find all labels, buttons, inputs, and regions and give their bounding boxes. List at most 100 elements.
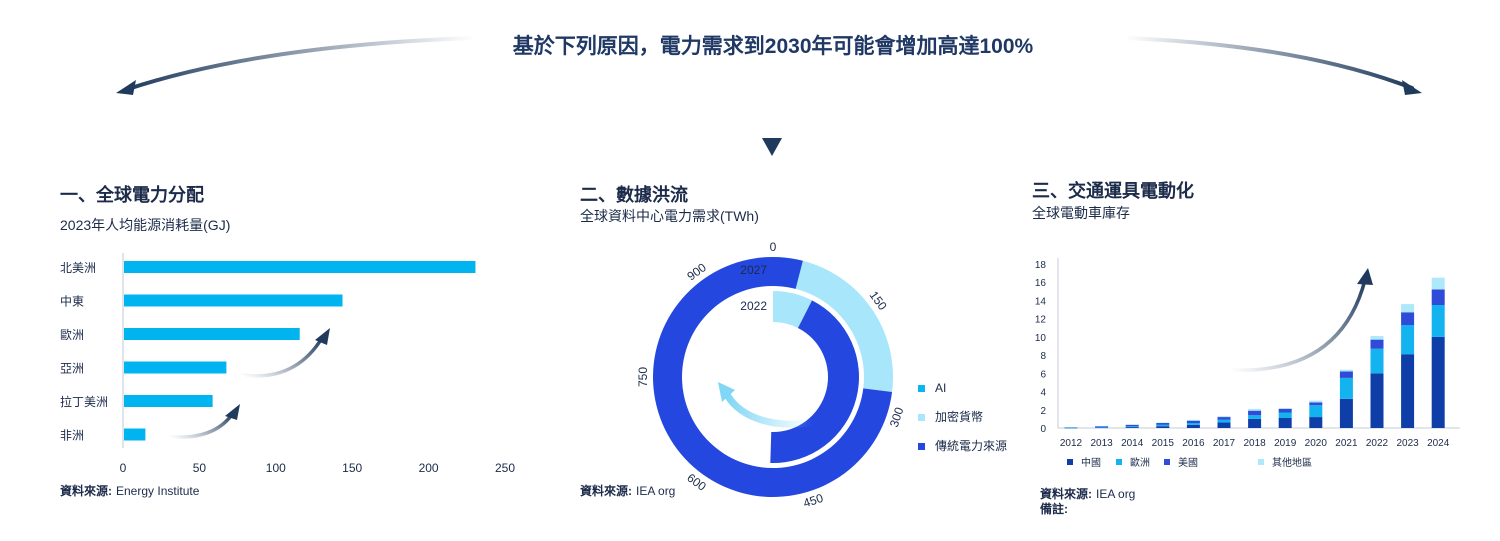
trend-arrow-icon	[168, 411, 235, 440]
panel2-source: 資料來源: IEA org	[580, 483, 675, 498]
stacked-bar-segment	[1248, 418, 1262, 428]
stacked-bar-segment	[1186, 424, 1200, 428]
ring-label-inner: 2022	[740, 299, 767, 313]
stacked-bar-segment	[1186, 420, 1200, 423]
left-arrowhead-icon	[116, 80, 136, 95]
y-tick-label: 18	[1035, 260, 1047, 271]
stacked-bar-segment	[1401, 312, 1415, 326]
stacked-bar-segment	[1217, 417, 1231, 420]
stacked-bar-segment	[1217, 416, 1231, 418]
growth-arrowhead-icon	[1357, 268, 1373, 285]
trend-arrow-icon	[240, 336, 324, 378]
stacked-bar-segment	[1217, 422, 1231, 428]
top-arrows	[116, 36, 1422, 156]
stacked-bar-segment	[1186, 422, 1200, 425]
category-label: 亞洲	[60, 362, 84, 376]
trend-arrowhead-icon	[315, 328, 330, 345]
x-tick-label: 150	[342, 461, 362, 475]
stacked-bar-segment	[1095, 426, 1109, 428]
chart3-stacked-bars: 0 2 4 6 8 10 12 14 16 18 2012 2013 2014 2015 2016 2017 2…	[1035, 258, 1460, 469]
stacked-bar-segment	[1156, 422, 1170, 425]
stacked-bar-segment	[1064, 427, 1078, 429]
stacked-bar-segment	[1339, 369, 1353, 372]
legend-label: AI	[935, 381, 946, 395]
stacked-bar-segment	[1309, 402, 1323, 406]
stacked-bar-segment	[1431, 277, 1445, 290]
legend-swatch	[1067, 459, 1073, 465]
panel2-subtitle: 全球資料中心電力需求(TWh)	[580, 208, 759, 224]
x-tick-label: 2017	[1213, 438, 1236, 449]
x-tick-label: 2018	[1243, 438, 1266, 449]
x-tick-label: 0	[120, 461, 127, 475]
stacked-bar-segment	[1278, 417, 1292, 428]
x-tick-label: 2024	[1427, 438, 1450, 449]
x-tick-label: 250	[495, 461, 515, 475]
legend-label: 加密貨幣	[935, 409, 983, 424]
bar	[124, 328, 300, 340]
panel3-source: 資料來源: IEA org	[1040, 486, 1135, 501]
panel3-subtitle: 全球電動車庫存	[1032, 205, 1130, 221]
x-tick-label: 200	[419, 461, 439, 475]
panel2-heading: 二、數據洪流	[580, 184, 688, 205]
stacked-bar-segment	[1248, 410, 1262, 416]
stacked-bar-segment	[1156, 424, 1170, 427]
stacked-bar-segment	[1309, 400, 1323, 403]
bar	[124, 395, 213, 407]
stacked-bar-segment	[1309, 417, 1323, 428]
source-value: IEA org	[636, 484, 675, 498]
legend-swatch	[918, 414, 925, 421]
legend-label: 美國	[1178, 456, 1198, 469]
ring-segment	[773, 291, 813, 328]
stacked-bar-segment	[1401, 304, 1415, 313]
x-tick-label: 2019	[1274, 438, 1297, 449]
y-tick-label: 16	[1035, 278, 1047, 289]
swirl-arrow-icon	[722, 388, 816, 428]
y-tick-label: 2	[1040, 406, 1046, 417]
down-arrowhead-icon	[762, 138, 782, 156]
category-label: 中東	[60, 294, 84, 309]
stacked-bar-segment	[1095, 425, 1109, 427]
legend-label: 其他地區	[1272, 456, 1312, 469]
y-tick-label: 0	[1040, 424, 1046, 435]
stacked-bar-segment	[1125, 426, 1139, 428]
legend-label: 歐洲	[1130, 456, 1150, 469]
legend-swatch	[918, 385, 925, 392]
panel3-heading: 三、交通運具電動化	[1032, 180, 1194, 201]
y-tick-label: 12	[1035, 315, 1047, 326]
category-label: 非洲	[60, 429, 84, 443]
radial-tick-label: 0	[770, 240, 777, 254]
bar	[124, 361, 227, 374]
panel1-source: 資料來源: Energy Institute	[60, 483, 200, 498]
x-tick-label: 2020	[1305, 438, 1328, 449]
ring-segment	[773, 257, 894, 393]
stacked-bar-segment	[1064, 426, 1078, 428]
right-arrowhead-icon	[1402, 80, 1422, 95]
stacked-bar-segment	[1339, 377, 1353, 399]
legend-swatch	[918, 443, 925, 450]
legend-swatch	[1164, 459, 1170, 465]
y-tick-label: 6	[1040, 369, 1046, 380]
x-tick-label: 2023	[1396, 438, 1419, 449]
legend-label: 傳統電力來源	[935, 439, 1007, 453]
stacked-bar-segment	[1095, 427, 1109, 428]
stacked-bar-segment	[1278, 408, 1292, 413]
stacked-bar-segment	[1431, 289, 1445, 305]
legend-label: 中國	[1081, 456, 1101, 469]
trend-arrowhead-icon	[225, 404, 240, 420]
x-tick-label: 2013	[1090, 438, 1113, 449]
right-arrow-icon	[1123, 36, 1414, 90]
chart1-trend-arrows	[168, 328, 330, 440]
source-label: 資料來源:	[60, 483, 112, 498]
panel1-subtitle: 2023年人均能源消耗量(GJ)	[60, 217, 230, 233]
legend-swatch	[1116, 459, 1122, 465]
page-title: 基於下列原因，電力需求到2030年可能會增加高達100%	[513, 34, 1034, 58]
y-tick-label: 14	[1035, 296, 1047, 307]
bar	[124, 428, 146, 441]
radial-tick-label: 300	[887, 405, 907, 429]
x-tick-label: 2022	[1366, 438, 1389, 449]
source-label: 資料來源:	[580, 483, 632, 498]
radial-tick-label: 450	[801, 491, 825, 511]
x-tick-label: 100	[266, 461, 286, 475]
swirl-arrowhead-icon	[718, 382, 735, 402]
